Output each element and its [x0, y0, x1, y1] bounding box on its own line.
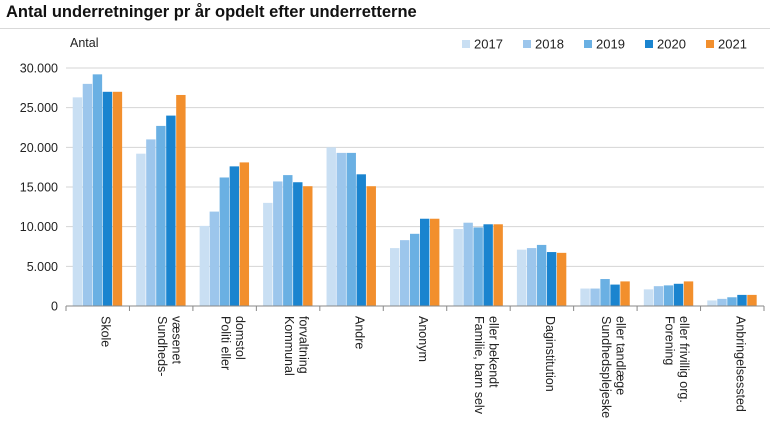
- x-tick-label: eller bekendt: [487, 316, 501, 388]
- bar: [82, 83, 93, 306]
- bar: [102, 91, 113, 306]
- legend-label: 2021: [718, 37, 747, 52]
- bar: [727, 297, 737, 306]
- x-tick-label: domstol: [233, 316, 247, 360]
- bar: [707, 300, 717, 306]
- bar: [400, 240, 410, 306]
- legend: 2017 2018 2019 2020 2021: [462, 37, 747, 52]
- bar: [536, 244, 547, 306]
- bar: [263, 202, 273, 306]
- legend-swatch: [645, 40, 653, 48]
- bar: [717, 298, 727, 306]
- x-tick-label: Anonym: [416, 316, 430, 362]
- legend-swatch: [584, 40, 592, 48]
- y-tick-label: 10.000: [20, 220, 58, 234]
- x-tick-label: Anbringelsessted: [733, 316, 747, 412]
- x-tick-label: eller frivillig org.: [677, 316, 691, 403]
- bar: [166, 115, 176, 306]
- bar: [556, 252, 567, 306]
- bar: [673, 283, 684, 306]
- legend-swatch: [462, 40, 470, 48]
- bar: [136, 153, 146, 306]
- bar: [92, 74, 103, 306]
- bar: [737, 294, 747, 306]
- legend-label: 2017: [474, 37, 503, 52]
- bar: [390, 248, 400, 306]
- bar: [336, 152, 346, 306]
- bar: [366, 186, 376, 306]
- y-tick-label: 25.000: [20, 101, 58, 115]
- x-tick-label: Familie, barn selv: [472, 316, 486, 415]
- legend-swatch: [523, 40, 531, 48]
- bar: [146, 139, 156, 306]
- chart-title: Antal underretninger pr år opdelt efter …: [6, 3, 417, 21]
- bar: [493, 224, 503, 306]
- bar: [420, 218, 430, 306]
- x-tick-label: Skole: [99, 316, 113, 347]
- legend-swatch: [706, 40, 714, 48]
- bar: [546, 252, 557, 306]
- bar: [747, 294, 757, 306]
- y-tick-label: 0: [51, 300, 58, 314]
- x-axis-labels: Skole Sundheds-væsenet Politi eller domstol…: [99, 316, 748, 418]
- bar: [463, 222, 473, 306]
- y-tick-label: 15.000: [20, 181, 58, 195]
- bar: [199, 225, 210, 306]
- bar: [516, 249, 527, 306]
- bar: [600, 279, 610, 306]
- bar: [453, 229, 463, 306]
- bar: [653, 286, 664, 306]
- bar: [483, 224, 493, 306]
- bar: [112, 91, 123, 306]
- x-tick-label: Sundheds-: [155, 316, 169, 376]
- bar: [620, 281, 630, 306]
- bar: [176, 94, 186, 307]
- bar: [356, 174, 366, 306]
- legend-label: 2018: [535, 37, 564, 52]
- bar: [219, 177, 230, 306]
- bar: [643, 289, 654, 306]
- bars: [72, 74, 757, 307]
- bar: [410, 233, 420, 306]
- x-tick-label: Politi eller: [218, 316, 232, 370]
- bar: [273, 181, 283, 306]
- x-tick-label: Daginstitution: [543, 316, 557, 392]
- y-axis-ticks: 0 5.000 10.000 15.000 20.000 25.000 30.000: [20, 62, 58, 314]
- bar: [283, 175, 293, 306]
- bar: [239, 162, 250, 306]
- y-tick-label: 20.000: [20, 141, 58, 155]
- bar: [72, 97, 83, 306]
- x-tick-label: Sundhedsplejeske: [599, 316, 613, 418]
- bar: [293, 182, 303, 306]
- bar: [526, 248, 537, 306]
- y-axis-label: Antal: [70, 36, 99, 50]
- bar: [229, 166, 240, 306]
- y-tick-label: 5.000: [27, 260, 58, 274]
- bar: [209, 211, 220, 306]
- x-tick-label: forvaltning: [296, 316, 310, 374]
- bar: [473, 227, 483, 306]
- bar: [683, 281, 694, 306]
- x-tick-label: Kommunal: [282, 316, 296, 376]
- bar: [346, 152, 356, 306]
- bar: [580, 288, 590, 306]
- x-tick-label: Forening: [663, 316, 677, 365]
- bar: [156, 125, 166, 306]
- bar: [430, 218, 440, 306]
- legend-label: 2020: [657, 37, 686, 52]
- bar: [663, 285, 674, 306]
- x-axis-ticks: [65, 306, 765, 311]
- x-tick-label: eller tandlæge: [614, 316, 628, 395]
- x-tick-label: Andre: [353, 316, 367, 349]
- legend-label: 2019: [596, 37, 625, 52]
- bar: [590, 288, 600, 306]
- bar: [610, 284, 620, 306]
- bar: [303, 186, 313, 306]
- bar: [326, 147, 336, 306]
- y-tick-label: 30.000: [20, 62, 58, 76]
- x-tick-label: væsenet: [169, 316, 183, 364]
